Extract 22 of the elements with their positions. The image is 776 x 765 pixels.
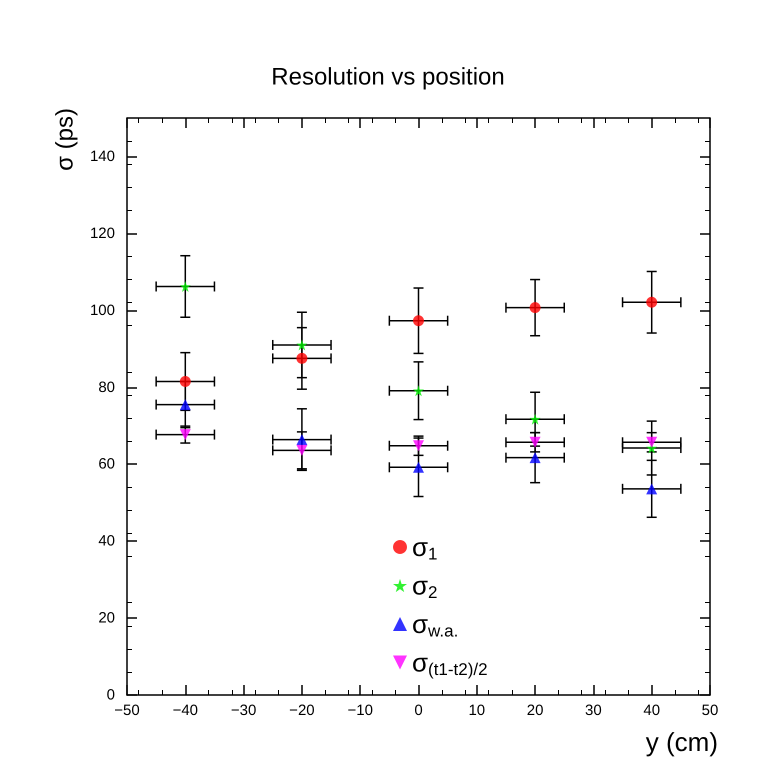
y-tick-label: 120 (90, 224, 115, 242)
y-tick-label: 140 (90, 148, 115, 165)
x-tick-label: 0 (414, 702, 423, 719)
y-tick-label: 20 (98, 610, 115, 627)
x-tick-label: 10 (468, 702, 486, 719)
x-axis-title: y (cm) (646, 727, 718, 757)
chart-title: Resolution vs position (271, 64, 505, 90)
y-tick-label: 0 (106, 686, 115, 704)
y-tick-label: 60 (98, 456, 115, 473)
y-tick-label: 100 (90, 302, 115, 319)
x-tick-label: 50 (702, 702, 718, 719)
x-tick-label: 30 (585, 702, 602, 719)
x-tick-label: −50 (114, 702, 140, 719)
y-axis-title: σ (ps) (52, 108, 78, 171)
x-tick-label: 20 (526, 702, 544, 719)
x-tick-label: −10 (347, 702, 373, 719)
x-tick-label: 40 (643, 702, 660, 719)
x-tick-label: −20 (289, 702, 315, 719)
y-tick-label: 40 (98, 532, 115, 550)
x-tick-label: −40 (172, 702, 198, 719)
x-tick-label: −30 (230, 702, 256, 719)
y-tick-label: 80 (98, 378, 115, 396)
